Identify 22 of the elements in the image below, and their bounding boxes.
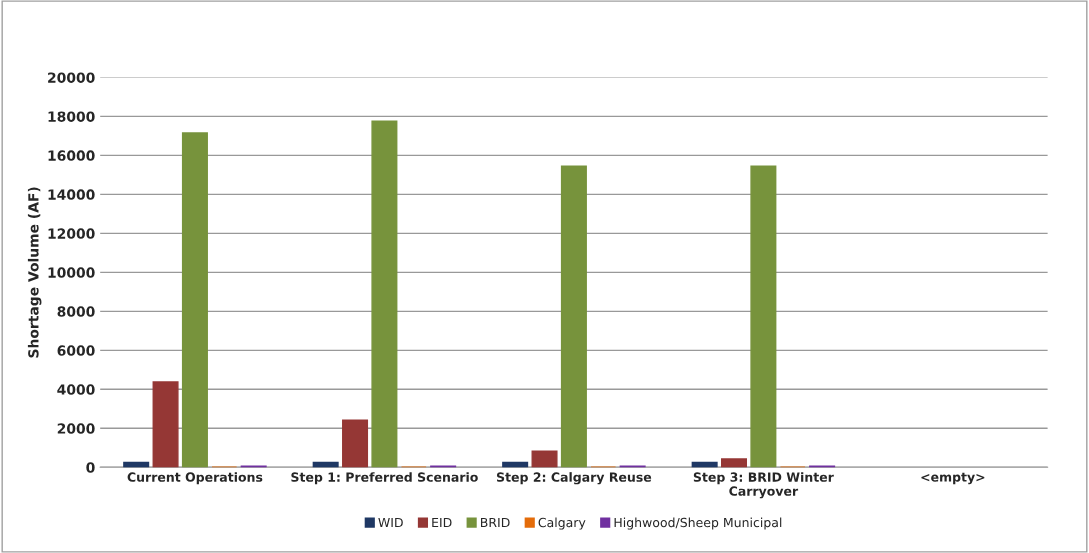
y-tick-label: 16000 [48, 150, 95, 161]
x-tick-label: Current Operations [127, 472, 263, 485]
y-tick-label: 6000 [57, 345, 95, 356]
legend-label: BRID [481, 517, 510, 528]
x-tick-label: Step 1: Preferred Scenario [291, 472, 478, 485]
legend-label: EID [432, 517, 452, 528]
legend-label: Calgary [538, 517, 586, 530]
y-tick-label: 14000 [48, 189, 95, 200]
x-tick-label: Step 2: Calgary Reuse [496, 472, 652, 485]
y-tick-label: 8000 [57, 306, 95, 317]
y-tick-label: 10000 [48, 267, 95, 278]
x-tick-label: <empty> [921, 472, 985, 485]
y-tick-label: 12000 [48, 228, 95, 239]
y-tick-label: 4000 [57, 384, 95, 395]
y-axis-title: Shortage Volume (AF) [27, 187, 42, 358]
y-tick-label: 0 [86, 462, 95, 473]
y-tick-label: 2000 [57, 423, 95, 434]
x-tick-label: Step 3: BRID Winter Carryover [693, 472, 834, 499]
legend-label: Highwood/Sheep Municipal [614, 517, 782, 530]
legend-label: WID [378, 517, 403, 528]
y-tick-label: 20000 [48, 72, 95, 83]
y-tick-label: 18000 [48, 111, 95, 122]
